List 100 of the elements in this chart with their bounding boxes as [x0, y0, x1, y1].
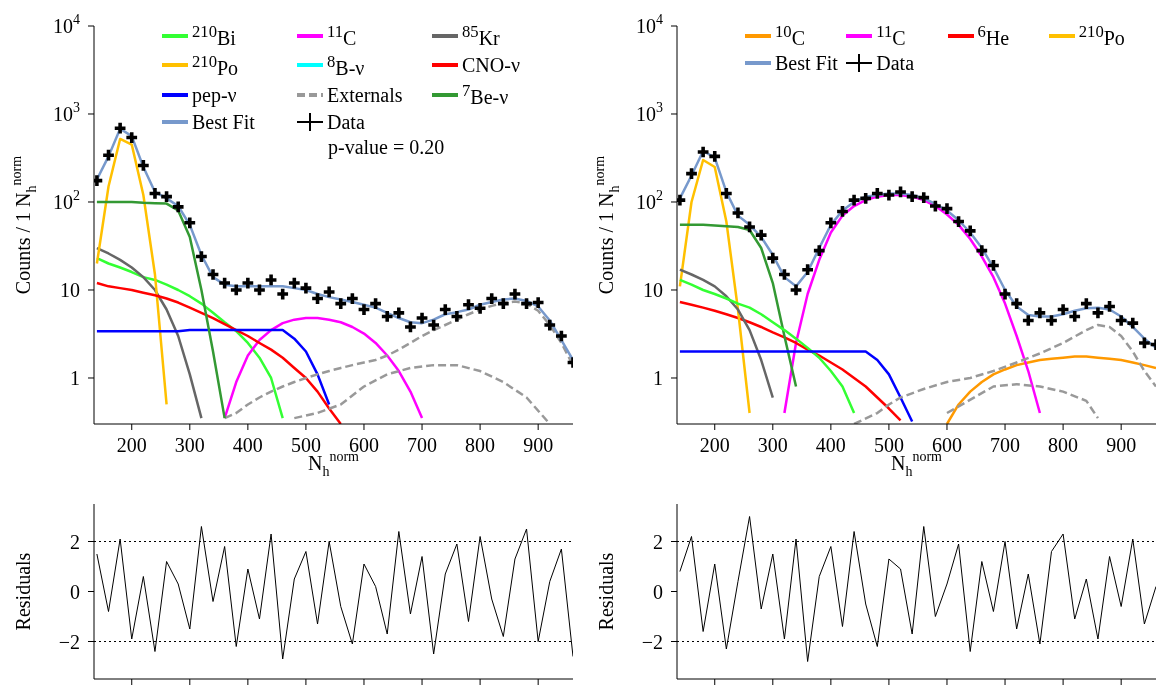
- point: [1069, 311, 1081, 322]
- legend-label: $^{7}$Be-ν: [462, 81, 509, 109]
- point: [114, 122, 126, 134]
- y-tick-label: −2: [58, 630, 80, 653]
- x-tick-label: 300: [757, 434, 788, 456]
- line-series: [678, 278, 856, 415]
- x-tick-label: 400: [815, 434, 846, 456]
- x-tick-label: 300: [174, 434, 205, 456]
- legend-label: $^{6}$He: [977, 22, 1010, 50]
- point: [732, 207, 744, 219]
- point: [172, 201, 184, 213]
- y-tick-label: 1: [70, 366, 80, 389]
- point: [976, 245, 988, 257]
- point: [230, 284, 242, 296]
- point: [254, 284, 265, 296]
- point: [405, 321, 416, 333]
- legend-label: $^{10}$C: [775, 22, 805, 50]
- point: [474, 302, 486, 314]
- point: [848, 194, 860, 206]
- point: [1022, 315, 1034, 326]
- point: [999, 288, 1011, 300]
- y-tick-label: 0: [70, 580, 80, 603]
- y-tick-label: 1: [653, 366, 663, 389]
- x-tick-label: 700: [990, 434, 1021, 456]
- point: [709, 151, 721, 162]
- point: [1115, 315, 1127, 326]
- x-tick-label: 800: [465, 434, 496, 456]
- y-axis-title: Residuals: [595, 552, 617, 631]
- point: [451, 311, 463, 322]
- point: [393, 307, 405, 319]
- line-series: [678, 350, 914, 423]
- x-tick-label: 900: [523, 434, 554, 456]
- point: [242, 277, 254, 289]
- line-series: [678, 223, 798, 388]
- x-tick-label: 900: [1106, 434, 1137, 456]
- x-tick-label: 200: [116, 434, 147, 456]
- line-series: [945, 382, 1100, 420]
- legend-label: $^{210}$Po: [1078, 22, 1125, 50]
- y-axis-title: Residuals: [12, 552, 34, 631]
- legend-label: $^{210}$Bi: [192, 22, 236, 50]
- point: [288, 277, 300, 289]
- line-series: [678, 300, 902, 422]
- point: [381, 311, 393, 322]
- line-series: [223, 316, 424, 420]
- point: [207, 269, 219, 280]
- point: [300, 282, 312, 294]
- point: [184, 217, 196, 229]
- legend-label: $^{11}$C: [876, 22, 906, 50]
- point: [1057, 304, 1069, 315]
- point: [556, 330, 567, 342]
- line-series: [95, 328, 331, 406]
- point: [1092, 307, 1104, 319]
- line-series: [852, 323, 1156, 424]
- line-series: [678, 268, 775, 399]
- legend-label: CNO-ν: [462, 53, 520, 77]
- point: [767, 252, 779, 264]
- line-series: [679, 516, 1156, 662]
- point: [813, 245, 825, 257]
- line-series: [945, 355, 1156, 424]
- point: [463, 299, 474, 311]
- y-tick-label: 10$^{4}$: [53, 12, 80, 37]
- y-tick-label: 10$^{3}$: [53, 100, 80, 125]
- point: [883, 189, 895, 201]
- y-tick-label: 10$^{4}$: [636, 12, 663, 37]
- point: [323, 286, 335, 298]
- y-tick-label: 2: [70, 530, 80, 553]
- point: [906, 191, 918, 203]
- legend-label: Best Fit: [192, 110, 255, 134]
- point: [1139, 337, 1150, 349]
- line-series: [95, 246, 203, 420]
- point: [755, 229, 767, 241]
- point: [964, 225, 976, 237]
- point: [416, 312, 428, 324]
- point: [149, 188, 161, 199]
- point: [825, 217, 837, 229]
- point: [918, 192, 930, 204]
- point: [895, 186, 906, 198]
- legend-label: pep-ν: [192, 83, 237, 107]
- point: [335, 298, 347, 309]
- point: [744, 221, 755, 233]
- point: [544, 319, 556, 331]
- point: [930, 200, 941, 212]
- point: [428, 319, 440, 331]
- y-tick-label: −2: [641, 630, 663, 653]
- y-tick-label: 10$^{3}$: [636, 100, 663, 125]
- legend-label: $^{210}$Po: [192, 51, 239, 80]
- point: [277, 288, 289, 300]
- x-tick-label: 800: [1048, 434, 1079, 456]
- point: [439, 304, 451, 315]
- y-tick-label: 0: [653, 580, 663, 603]
- point: [103, 149, 114, 161]
- annotation: p-value = 0.20: [328, 136, 445, 159]
- y-tick-label: 10$^{2}$: [636, 187, 663, 213]
- point: [697, 146, 709, 158]
- legend-label: Best Fit: [775, 51, 838, 75]
- point: [358, 304, 370, 315]
- y-tick-label: 10: [60, 278, 80, 301]
- point: [265, 274, 277, 286]
- x-tick-label: 400: [232, 434, 263, 456]
- point: [941, 203, 953, 215]
